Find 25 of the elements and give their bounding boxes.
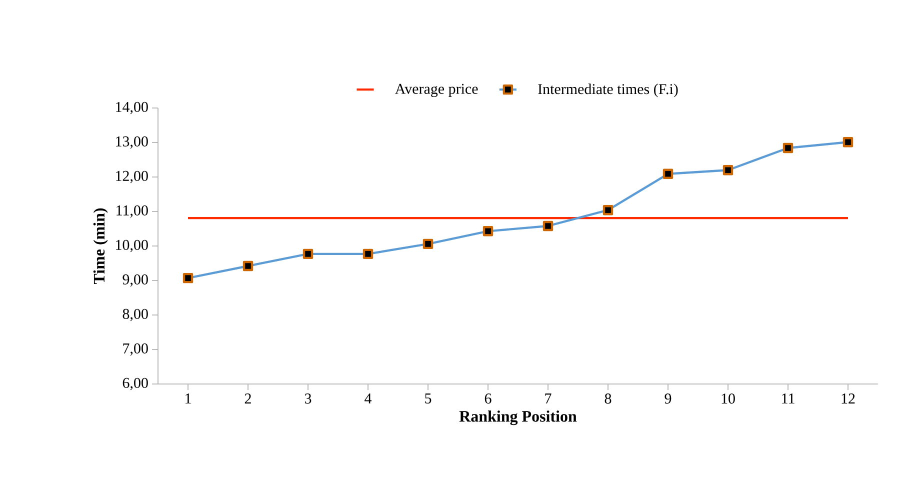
- x-tick-label: 10: [722, 394, 735, 404]
- x-tick-label: 11: [782, 394, 794, 404]
- x-tick-label: 6: [484, 394, 492, 404]
- y-tick-label: 14,00: [116, 102, 148, 114]
- y-tick-label: 10,00: [116, 240, 148, 252]
- y-tick-label: 11,00: [116, 205, 148, 218]
- y-tick-label: 6,00: [122, 378, 148, 390]
- x-tick-label: 5: [425, 394, 432, 404]
- legend-label: Intermediate times (F.i): [538, 84, 678, 98]
- x-tick-label: 12: [842, 394, 855, 404]
- x-tick-label: 1: [186, 394, 191, 404]
- y-tick-label: 8,00: [122, 308, 148, 322]
- x-axis-title: Ranking Position: [459, 410, 577, 426]
- x-tick-label: 7: [545, 394, 552, 404]
- y-tick-label: 13,00: [116, 136, 148, 149]
- legend-label: Average price: [395, 84, 478, 98]
- y-tick-label: 7,00: [123, 343, 148, 356]
- x-tick-label: 4: [364, 394, 372, 404]
- x-tick-label: 2: [244, 394, 251, 404]
- y-tick-label: 9,00: [122, 274, 148, 287]
- x-tick-label: 3: [304, 394, 312, 404]
- x-tick-label: 8: [604, 394, 612, 404]
- y-tick-label: 12,00: [116, 170, 148, 184]
- x-tick-label: 9: [664, 394, 672, 404]
- y-axis-title: Time (min): [93, 208, 108, 284]
